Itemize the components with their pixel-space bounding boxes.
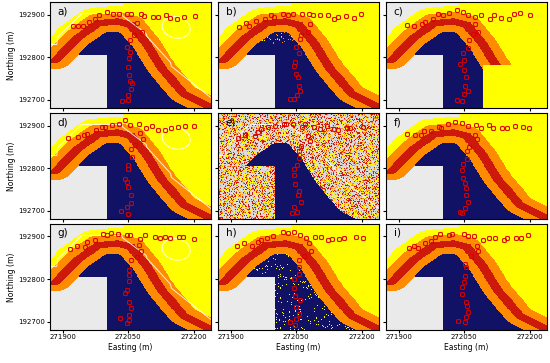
Y-axis label: Northing (m): Northing (m) [7,252,16,302]
Text: f): f) [394,117,402,127]
X-axis label: Easting (m): Easting (m) [276,343,321,352]
Text: h): h) [226,228,236,238]
Text: i): i) [394,228,401,238]
Y-axis label: Northing (m): Northing (m) [7,30,16,80]
X-axis label: Easting (m): Easting (m) [108,343,152,352]
X-axis label: Easting (m): Easting (m) [444,343,488,352]
Text: a): a) [58,6,68,16]
Text: g): g) [58,228,68,238]
Text: c): c) [394,6,404,16]
Text: d): d) [58,117,68,127]
Text: b): b) [226,6,236,16]
Text: e): e) [226,117,236,127]
Y-axis label: Northing (m): Northing (m) [7,141,16,191]
